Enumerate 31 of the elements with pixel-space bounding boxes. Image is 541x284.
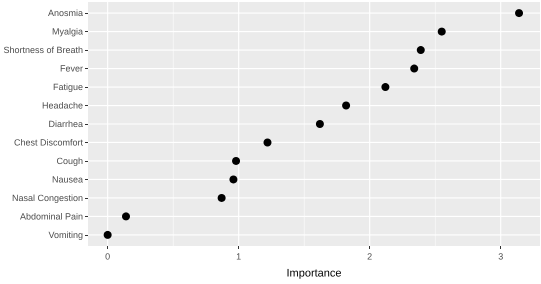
point <box>410 64 418 73</box>
point <box>381 83 390 92</box>
x-tick-label: 0 <box>105 252 110 262</box>
y-tick-label: Nasal Congestion <box>12 192 83 203</box>
y-tick-label: Headache <box>42 100 83 111</box>
point <box>316 120 324 128</box>
x-tick-label: 3 <box>498 252 504 262</box>
x-tick-label: 1 <box>236 252 242 262</box>
y-tick-label: Fatigue <box>52 82 83 92</box>
x-tick-label: 2 <box>367 252 372 262</box>
y-tick-label: Anosmia <box>48 8 83 18</box>
point <box>264 138 272 146</box>
y-tick-label: Vomiting <box>48 230 83 240</box>
y-tick-label: Nausea <box>52 174 83 184</box>
point <box>416 46 425 54</box>
y-tick-label: Myalgia <box>52 26 83 37</box>
y-tick-label: Chest Discomfort <box>14 137 84 148</box>
point <box>218 194 226 202</box>
x-axis-title: Importance <box>286 268 342 280</box>
y-tick-label: Diarrhea <box>48 119 83 129</box>
point <box>229 175 238 184</box>
y-tick-label: Abdominal Pain <box>20 211 83 222</box>
y-tick-label: Shortness of Breath <box>3 45 83 56</box>
point <box>104 230 112 239</box>
point <box>515 9 524 18</box>
point <box>232 156 240 165</box>
point <box>342 102 350 110</box>
y-tick-label: Cough <box>56 156 83 166</box>
point <box>122 212 130 220</box>
point <box>438 28 446 36</box>
y-tick-label: Fever <box>60 64 83 74</box>
